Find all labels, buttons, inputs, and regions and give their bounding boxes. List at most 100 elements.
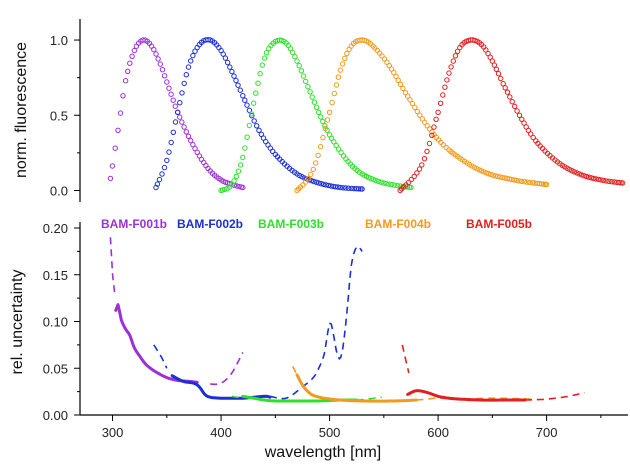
spectrum-series-F005: [397, 37, 626, 194]
spectrum-point-F001: [185, 133, 192, 140]
x-tick-label: 300: [102, 425, 124, 440]
spectrum-point-F005: [493, 66, 500, 73]
spectrum-point-F005: [444, 77, 450, 83]
spectrum-point-F005: [414, 170, 420, 176]
spectrum-point-F003: [233, 173, 240, 180]
spectrum-point-F002: [244, 102, 250, 108]
spectrum-point-F003: [378, 179, 384, 185]
spectrum-point-F001: [161, 73, 168, 79]
spectrum-point-F001: [131, 47, 138, 54]
spectrum-point-F005: [521, 120, 527, 126]
spectrum-point-F003: [253, 90, 259, 96]
bottom-y-tick-label: 0.05: [43, 361, 68, 376]
spectrum-point-F004: [524, 179, 530, 185]
spectrum-point-F005: [519, 116, 525, 123]
uncertainty-line-F001-solid: [114, 303, 199, 384]
spectrum-point-F004: [419, 116, 425, 122]
spectrum-point-F003: [408, 184, 414, 191]
uncertainty-line-F001-dash: [109, 237, 116, 294]
spectrum-point-F003: [244, 134, 250, 140]
spectrum-point-F004: [320, 134, 326, 141]
spectrum-point-F003: [246, 122, 253, 129]
spectrum-point-F003: [303, 78, 309, 85]
spectrum-point-F005: [408, 176, 415, 183]
spectrum-point-F004: [488, 171, 494, 178]
spectrum-point-F003: [231, 178, 237, 184]
spectrum-point-F005: [583, 173, 590, 180]
spectrum-point-F003: [381, 180, 387, 186]
spectrum-point-F002: [242, 97, 248, 103]
spectrum-point-F003: [340, 153, 347, 159]
spectrum-point-F005: [450, 58, 456, 64]
spectrum-point-F003: [311, 99, 318, 105]
spectrum-point-F002: [337, 184, 344, 191]
spectrum-point-F002: [220, 51, 226, 57]
uncertainty-line-F005-dash: [401, 344, 410, 374]
legend-entry-F001: BAM-F001b: [101, 217, 167, 231]
bottom-y-axis-title: rel. uncertainty: [9, 270, 26, 375]
spectrum-point-F002: [359, 186, 365, 192]
spectrum-point-F005: [397, 187, 403, 194]
spectrum-point-F004: [339, 61, 346, 67]
spectrum-point-F004: [329, 99, 335, 106]
spectrum-point-F002: [254, 123, 260, 129]
spectrum-point-F003: [300, 73, 307, 79]
legend-entry-F004: BAM-F004b: [365, 217, 431, 231]
spectrum-point-F004: [511, 177, 517, 183]
spectrum-point-F005: [419, 162, 425, 168]
spectrum-point-F005: [588, 175, 594, 181]
spectrum-point-F003: [375, 178, 382, 185]
spectrum-point-F005: [491, 62, 498, 68]
spectrum-point-F004: [518, 178, 525, 185]
spectrum-point-F001: [115, 127, 121, 134]
spectrum-point-F004: [315, 152, 321, 159]
uncertainty-line-F003-dash: [231, 395, 243, 399]
spectrum-point-F002: [183, 72, 190, 78]
spectrum-series-F003: [218, 37, 414, 194]
spectrum-point-F004: [490, 172, 496, 178]
spectrum-point-F003: [259, 62, 265, 68]
spectrum-point-F001: [188, 137, 194, 144]
uncertainty-line-F002-dash: [153, 344, 168, 369]
spectrum-point-F001: [155, 56, 161, 62]
spectrum-point-F002: [168, 139, 174, 146]
bottom-y-tick-label: 0.20: [43, 221, 68, 236]
spectrum-point-F002: [316, 180, 322, 186]
spectrum-point-F002: [166, 149, 172, 155]
spectrum-point-F002: [154, 181, 161, 187]
spectrum-point-F004: [331, 90, 337, 97]
spectrum-point-F005: [416, 166, 423, 172]
spectrum-point-F002: [311, 178, 317, 185]
spectrum-point-F004: [521, 179, 527, 185]
x-axis-title: wavelength [nm]: [264, 444, 382, 461]
spectrum-point-F001: [172, 103, 179, 109]
spectrum-point-F002: [345, 185, 352, 191]
spectrum-point-F002: [237, 87, 244, 93]
spectrum-point-F003: [237, 162, 244, 168]
spectrum-point-F003: [391, 182, 398, 188]
spectrum-point-F005: [405, 179, 412, 186]
spectrum-point-F004: [302, 179, 309, 185]
spectrum-point-F003: [386, 181, 392, 187]
legend-entry-F005: BAM-F005b: [466, 217, 532, 231]
spectrum-point-F005: [530, 134, 536, 141]
spectrum-point-F004: [294, 187, 300, 194]
bottom-panel-relative-uncertainty: 0.00 0.05 0.10 0.15 0.20 300 400 500 600 700 BAM-…: [9, 217, 628, 461]
spectrum-point-F004: [337, 67, 344, 73]
spectrum-point-F004: [322, 125, 328, 132]
spectrum-point-F005: [593, 176, 599, 182]
spectrum-point-F005: [586, 174, 592, 180]
spectrum-point-F004: [305, 176, 311, 182]
spectrum-point-F003: [261, 55, 268, 61]
spectrum-point-F005: [595, 176, 602, 183]
spectrum-series-F002: [153, 37, 365, 192]
spectrum-point-F004: [308, 171, 314, 178]
spectrum-point-F002: [190, 52, 196, 59]
spectrum-point-F003: [263, 50, 270, 56]
spectrum-point-F005: [516, 112, 523, 119]
spectrum-point-F004: [310, 166, 316, 173]
spectrum-point-F001: [240, 184, 246, 191]
spectrum-point-F001: [166, 85, 172, 91]
spectrum-point-F003: [322, 123, 328, 129]
spectrum-point-F003: [242, 145, 248, 151]
